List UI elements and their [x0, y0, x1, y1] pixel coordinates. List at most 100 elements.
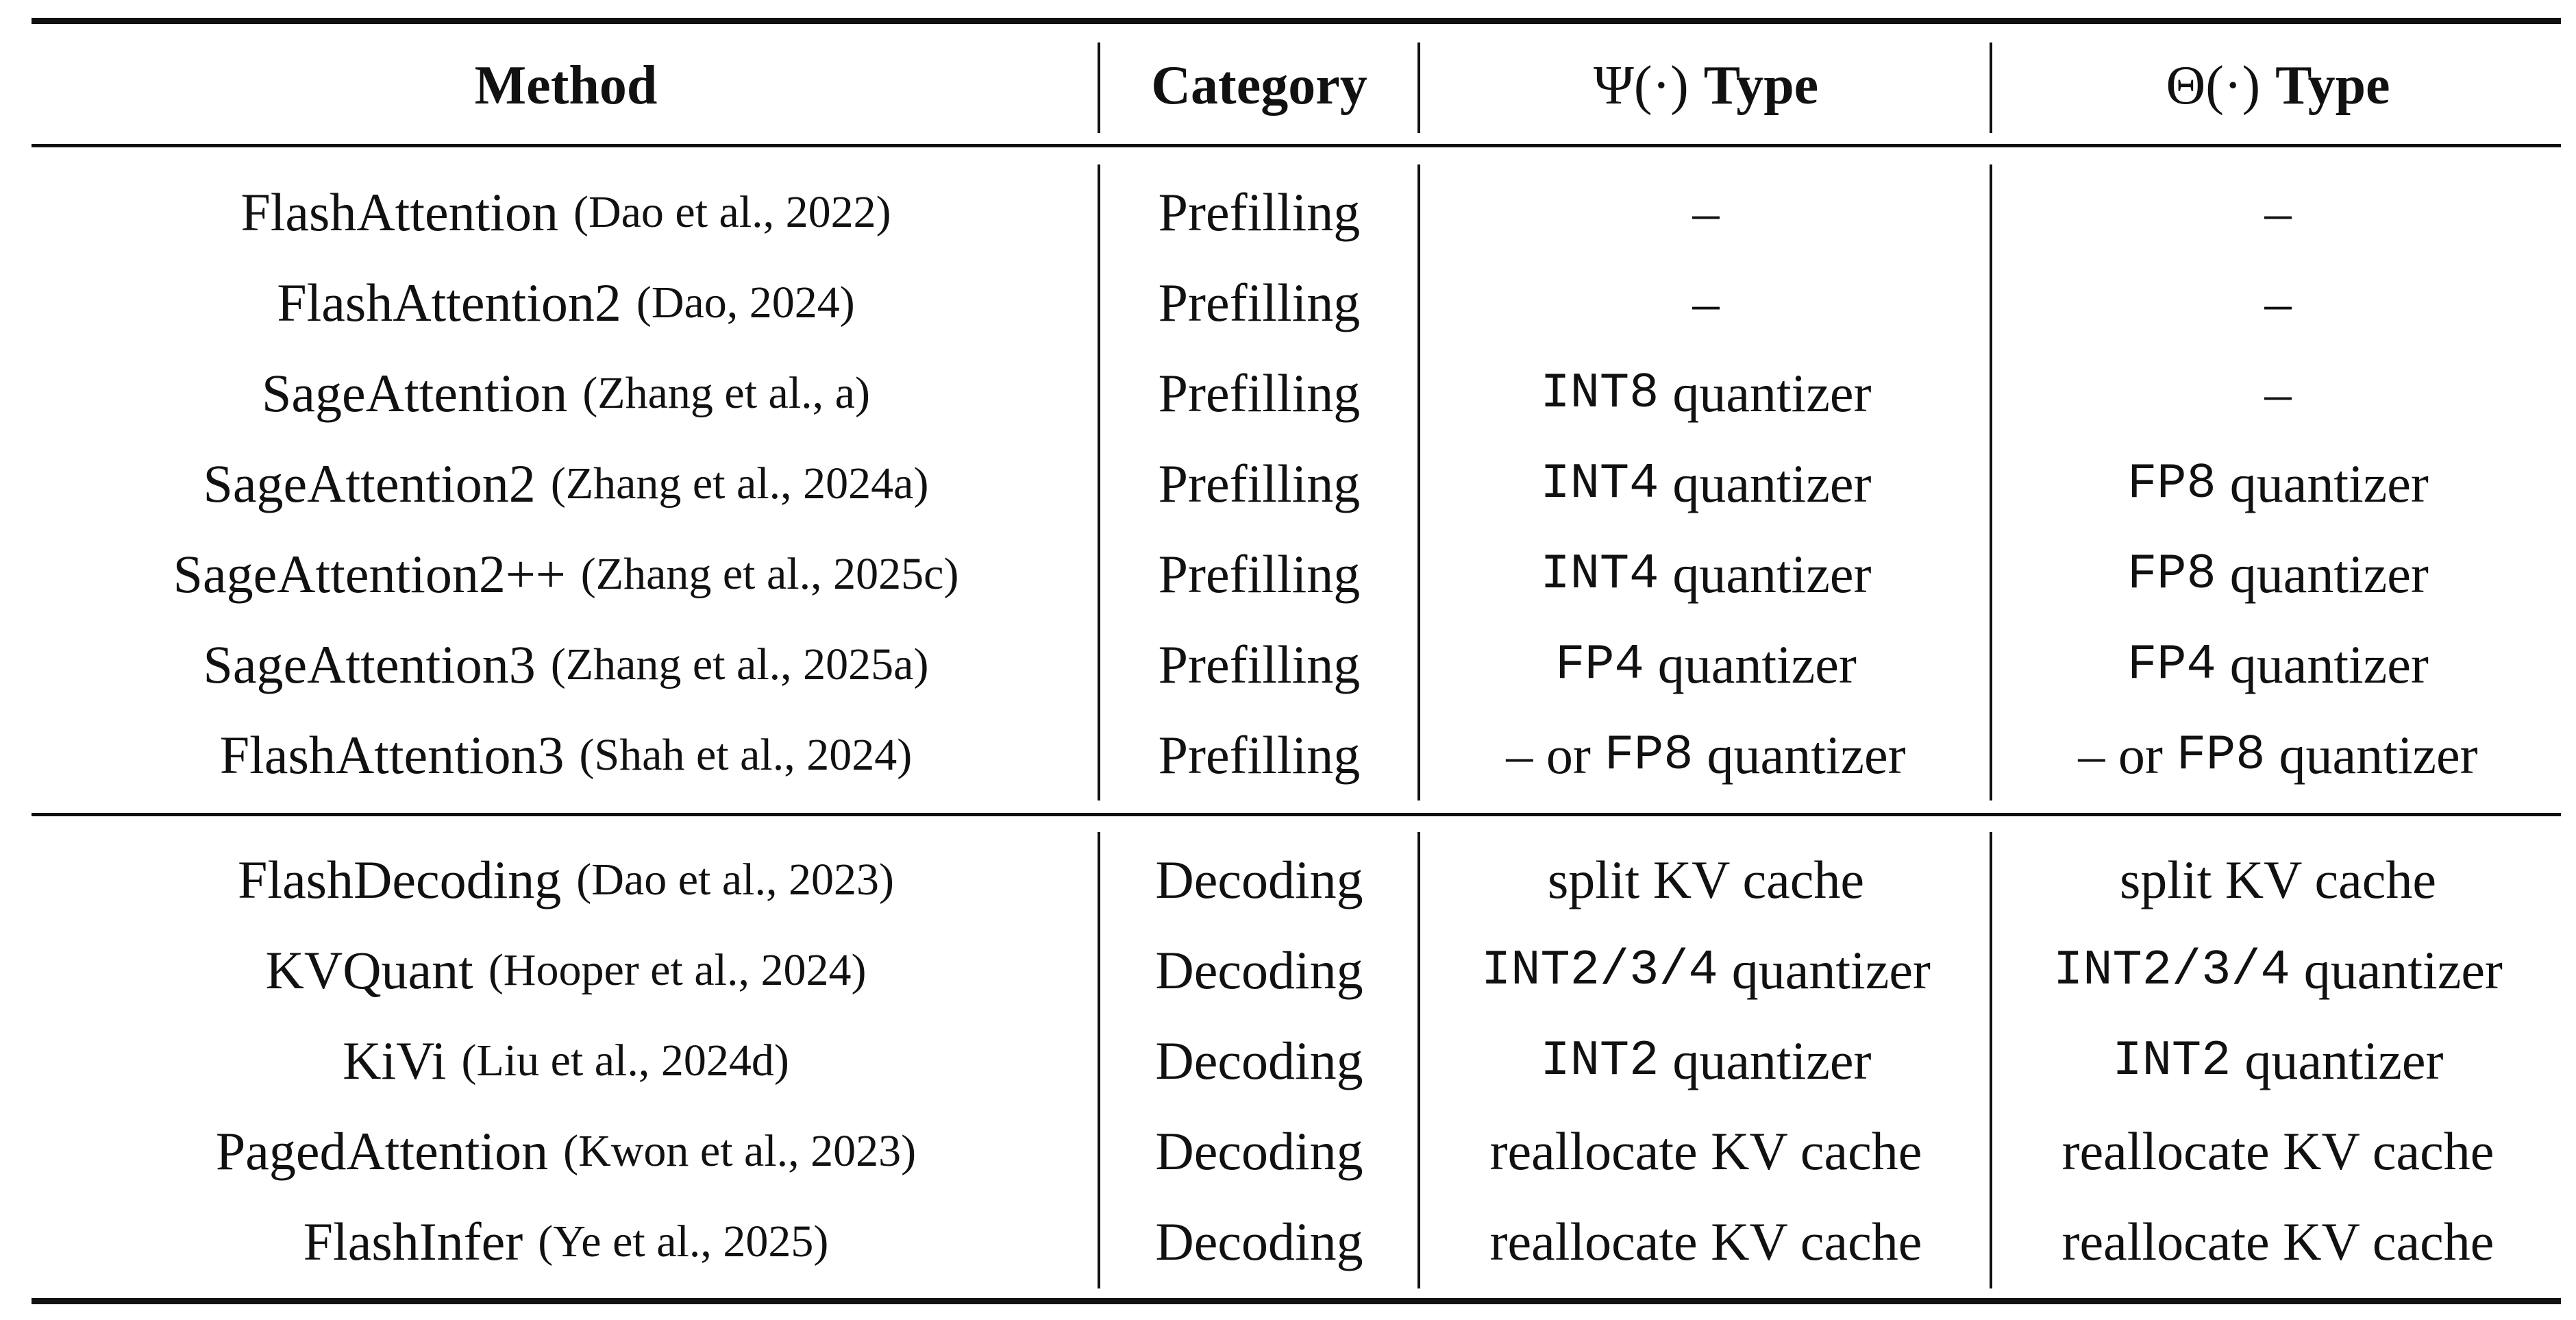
method-citation: (Dao et al., 2023) — [576, 855, 894, 905]
precision-code: FP8 — [1604, 727, 1694, 783]
psi-type-cell: INT8 quantizer — [1421, 348, 1991, 439]
theta-type-cell: FP8 quantizer — [1994, 439, 2562, 529]
precision-code: FP8 — [2176, 727, 2266, 783]
table-row: SageAttention (Zhang et al., a) Prefilling… — [0, 348, 2576, 439]
theta-type-cell: INT2 quantizer — [1994, 1016, 2562, 1106]
method-name: SageAttention3 — [203, 635, 536, 694]
category-cell: Prefilling — [1158, 273, 1361, 332]
psi-type-cell: reallocate KV cache — [1421, 1106, 1991, 1197]
column-divider — [1098, 42, 1100, 133]
precision-code: INT4 — [1540, 546, 1659, 602]
precision-code: INT4 — [1540, 456, 1659, 512]
column-divider — [1990, 164, 1992, 800]
table-row: FlashAttention (Dao et al., 2022) Prefilli… — [0, 167, 2576, 258]
method-cell: FlashAttention3 (Shah et al., 2024) — [33, 710, 1099, 800]
category-cell: Prefilling — [1158, 182, 1361, 242]
column-divider — [1417, 164, 1420, 800]
empty-value-dash: – — [1692, 182, 1720, 242]
precision-code: FP4 — [1555, 637, 1644, 693]
category-cell: Decoding — [1155, 1031, 1363, 1090]
type-text: reallocate KV cache — [2061, 1121, 2494, 1181]
method-name: FlashDecoding — [238, 850, 562, 909]
method-citation: (Dao, 2024) — [636, 278, 855, 328]
precision-code: FP8 — [2127, 456, 2216, 512]
psi-type-cell: – — [1421, 167, 1991, 258]
method-citation: (Kwon et al., 2023) — [563, 1126, 917, 1176]
theta-type-label: Type — [2275, 56, 2390, 116]
theta-type-cell: FP8 quantizer — [1994, 529, 2562, 620]
table-row: SageAttention2 (Zhang et al., 2024a) Prefi… — [0, 439, 2576, 529]
method-cell: FlashAttention (Dao et al., 2022) — [33, 167, 1099, 258]
method-name: KVQuant — [265, 940, 473, 1000]
theta-symbol: Θ(·) — [2166, 56, 2261, 116]
method-citation: (Dao et al., 2022) — [573, 187, 891, 237]
table-top-rule — [32, 18, 2561, 24]
psi-type-cell: INT4 quantizer — [1421, 529, 1991, 620]
method-citation: (Zhang et al., 2024a) — [550, 459, 929, 509]
table-header-row: Method Category Ψ(·) Type Θ(·) Type — [0, 40, 2576, 131]
empty-value-dash: – — [1692, 273, 1720, 332]
method-cell: PagedAttention (Kwon et al., 2023) — [33, 1106, 1099, 1197]
table-bottom-rule — [32, 1298, 2561, 1304]
theta-type-cell: FP4 quantizer — [1994, 620, 2562, 710]
category-cell: Decoding — [1155, 1121, 1363, 1181]
method-name: FlashAttention3 — [219, 725, 565, 785]
column-divider — [1417, 42, 1420, 133]
theta-type-cell: – — [1994, 258, 2562, 348]
theta-type-cell: split KV cache — [1994, 835, 2562, 925]
method-cell: KiVi (Liu et al., 2024d) — [33, 1016, 1099, 1106]
psi-type-cell: INT2/3/4 quantizer — [1421, 925, 1991, 1016]
psi-type-cell: – or FP8 quantizer — [1421, 710, 1991, 800]
empty-value-dash: – — [2264, 363, 2292, 423]
method-cell: FlashDecoding (Dao et al., 2023) — [33, 835, 1099, 925]
type-text: reallocate KV cache — [2061, 1212, 2494, 1271]
theta-type-cell: – — [1994, 167, 2562, 258]
method-name: SageAttention2 — [203, 454, 536, 513]
method-name: FlashAttention2 — [277, 273, 621, 332]
header-psi-type: Ψ(·) Type — [1421, 40, 1991, 131]
psi-type-cell: split KV cache — [1421, 835, 1991, 925]
empty-value-dash: – — [2264, 182, 2292, 242]
psi-type-cell: FP4 quantizer — [1421, 620, 1991, 710]
method-name: FlashInfer — [303, 1212, 523, 1271]
precision-code: INT2/3/4 — [1481, 942, 1718, 999]
psi-type-cell: – — [1421, 258, 1991, 348]
precision-code: FP8 — [2127, 546, 2216, 602]
method-cell: FlashInfer (Ye et al., 2025) — [33, 1197, 1099, 1287]
method-cell: SageAttention (Zhang et al., a) — [33, 348, 1099, 439]
psi-type-cell: INT2 quantizer — [1421, 1016, 1991, 1106]
table-row: FlashDecoding (Dao et al., 2023) Decoding s… — [0, 835, 2576, 925]
column-divider — [1417, 832, 1420, 1288]
empty-value-dash: – — [2264, 273, 2292, 332]
type-text: quantizer — [1672, 544, 1872, 604]
column-divider — [1098, 832, 1100, 1288]
table-header-rule — [32, 144, 2561, 147]
type-text: quantizer — [1657, 635, 1857, 694]
category-cell: Prefilling — [1158, 635, 1361, 694]
type-text: quantizer — [1731, 940, 1931, 1000]
method-name: FlashAttention — [240, 182, 558, 242]
type-text: quantizer — [2279, 725, 2478, 785]
category-cell: Decoding — [1155, 850, 1363, 909]
method-name: SageAttention2++ — [173, 544, 566, 604]
method-cell: SageAttention2 (Zhang et al., 2024a) — [33, 439, 1099, 529]
table-section-rule — [32, 813, 2561, 816]
method-citation: (Hooper et al., 2024) — [488, 945, 867, 995]
precision-code: INT2/3/4 — [2053, 942, 2290, 999]
type-text: quantizer — [2303, 940, 2503, 1000]
type-text: quantizer — [1672, 454, 1872, 513]
category-cell: Prefilling — [1158, 725, 1361, 785]
column-divider — [1990, 832, 1992, 1288]
type-text: split KV cache — [2119, 850, 2437, 909]
column-divider — [1098, 164, 1100, 800]
method-cell: FlashAttention2 (Dao, 2024) — [33, 258, 1099, 348]
type-text: quantizer — [1672, 363, 1872, 423]
type-prefix: – or — [1506, 725, 1591, 785]
table-row: FlashAttention3 (Shah et al., 2024) Prefil… — [0, 710, 2576, 800]
type-text: reallocate KV cache — [1489, 1212, 1922, 1271]
method-cell: SageAttention3 (Zhang et al., 2025a) — [33, 620, 1099, 710]
category-cell: Prefilling — [1158, 363, 1361, 423]
type-text: quantizer — [1707, 725, 1906, 785]
category-cell: Prefilling — [1158, 454, 1361, 513]
